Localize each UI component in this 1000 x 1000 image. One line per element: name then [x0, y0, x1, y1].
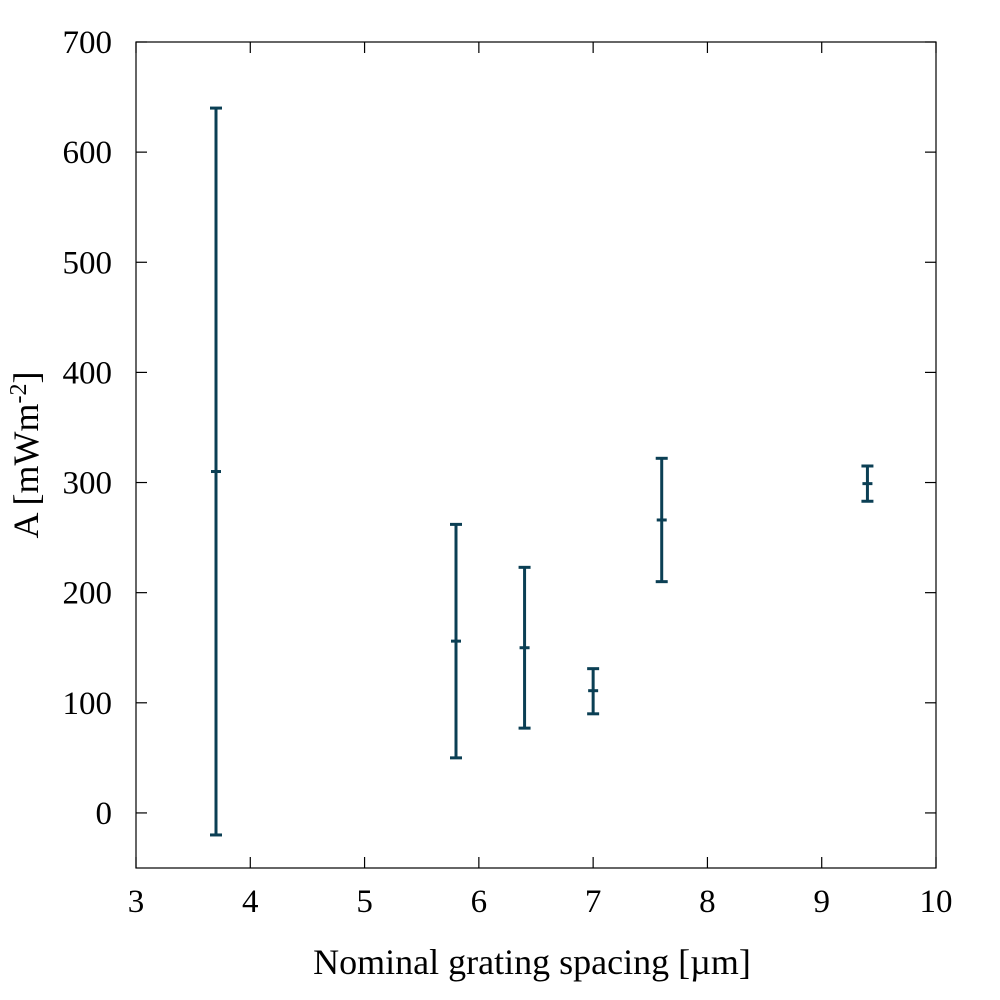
x-axis-label: Nominal grating spacing [µm] [313, 942, 751, 982]
y-axis-label-main: A [mWm [6, 404, 46, 539]
error-bars [210, 106, 874, 837]
x-tick-label: 10 [920, 884, 953, 920]
x-tick-label: 3 [128, 884, 145, 920]
error-bar [210, 106, 222, 837]
y-tick-label: 600 [63, 135, 113, 171]
error-bar [861, 464, 874, 503]
plot-frame [135, 41, 937, 869]
x-tick-label: 4 [242, 884, 259, 920]
y-axis-label: A [mWm-2] [6, 372, 46, 539]
x-tick-label: 5 [356, 884, 373, 920]
y-tick-label: 300 [63, 466, 113, 502]
x-tick-label: 6 [471, 884, 488, 920]
y-tick-label: 700 [63, 25, 113, 61]
y-tick-label: 400 [63, 355, 113, 391]
error-bar [655, 456, 668, 584]
y-tick-label: 500 [63, 245, 113, 281]
y-tick-label: 0 [96, 796, 113, 832]
error-bar [587, 667, 600, 716]
y-axis-label-superscript: -2 [6, 384, 32, 404]
x-tick-label: 7 [585, 884, 602, 920]
y-tick-label: 100 [63, 686, 113, 722]
error-bar [518, 565, 531, 730]
y-tick-label: 200 [63, 576, 113, 612]
error-bar [450, 522, 462, 760]
y-axis-label-close: ] [6, 372, 46, 384]
x-tick-label: 9 [813, 884, 830, 920]
x-tick-label: 8 [699, 884, 716, 920]
